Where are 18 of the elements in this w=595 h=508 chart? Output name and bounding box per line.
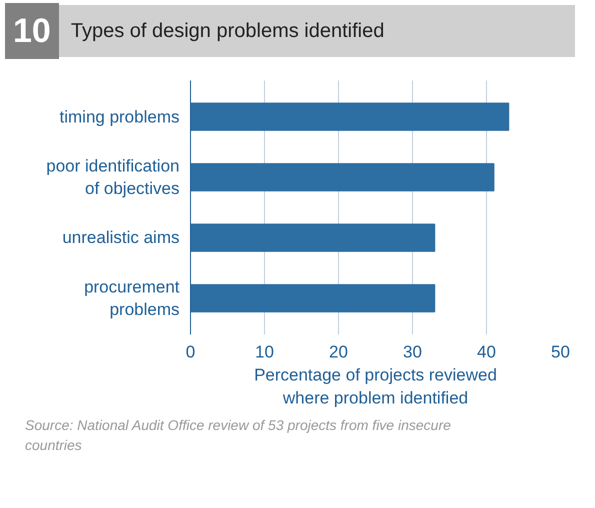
bar <box>190 163 494 192</box>
bar <box>190 284 436 312</box>
x-axis-title: Percentage of projects reviewed where problem identified <box>254 366 497 408</box>
x-tick-label: 20 <box>329 342 348 362</box>
y-tick-label: procurement problems <box>84 277 180 320</box>
x-tick-label: 30 <box>403 342 422 362</box>
bar <box>190 224 436 252</box>
x-tick-label: 0 <box>186 342 196 362</box>
x-tick-label: 50 <box>551 342 570 362</box>
source-note: Source: National Audit Office review of 53 projects from five insecure countries <box>25 416 452 455</box>
y-tick-label: timing problems <box>60 107 180 126</box>
text: 10 <box>5 2 59 60</box>
x-tick-label: 40 <box>477 342 496 362</box>
chart-title: Types of design problems identified <box>70 18 384 44</box>
y-tick-label: unrealistic aims <box>62 228 180 248</box>
bar <box>190 102 510 131</box>
y-tick-label: poor identification of objectives <box>46 156 180 198</box>
x-tick-label: 10 <box>255 342 274 362</box>
